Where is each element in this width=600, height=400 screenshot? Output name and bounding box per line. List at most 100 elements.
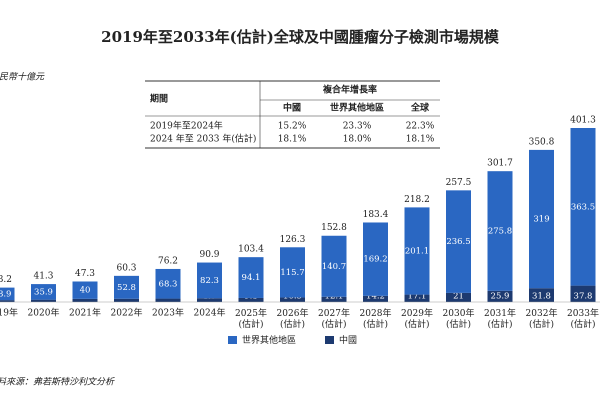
bar-segment [446,292,471,302]
x-tick-label: 2028年(估計) [360,307,392,330]
bar-segment [487,171,513,291]
bar-segment [114,275,139,299]
bar-segment [155,298,181,302]
value-label: 25.9 [491,292,510,302]
total-label: 60.3 [116,263,136,273]
total-label: 401.3 [570,116,596,126]
value-label: 52.8 [117,283,136,293]
bar-segment [529,149,554,289]
legend-label: 中國 [339,334,357,346]
bar-segment [72,281,98,299]
x-tick-label: 2027年(估計) [318,307,350,330]
total-label: 301.7 [487,159,513,169]
value-label: 169.2 [363,255,387,265]
bar-segment [238,257,264,298]
bar-segment [155,268,181,299]
value-label: 37.8 [574,292,593,302]
value-label: 40 [80,286,91,296]
bar-segment [238,297,264,302]
legend-label: 世界其他地區 [242,334,296,346]
legend-swatch [325,336,334,344]
total-label: 33.2 [0,275,12,285]
bar-segment [0,300,15,302]
source: 資料來源：弗若斯特沙利文分析 [0,377,115,388]
x-tick-label: 2030年(估計) [443,307,475,330]
bar-segment [570,128,596,286]
value-label: 82.3 [200,276,219,286]
bar-segment [363,295,388,302]
table-cell: 2024 年至 2033 年(估計) [150,133,256,145]
cagr-table: 期間 複合年增長率 中國 世界其他地區 全球 [145,80,440,149]
chart-title: 2019年至2033年(估計)全球及中國腫瘤分子檢測市場規模 [101,28,500,46]
value-label: 115.7 [280,268,304,278]
bar-segment [404,294,430,302]
x-tick-label: 2024年 [194,307,226,319]
total-label: 218.2 [404,195,430,205]
bar-segment [280,297,305,302]
table-header: 世界其他地區 [330,102,384,114]
value-label: 201.1 [405,246,429,256]
bar-segment [197,298,222,302]
table-header: 中國 [283,102,301,114]
total-label: 350.8 [529,137,555,147]
bar-segment [487,290,513,302]
x-tick-label: 2021年 [69,307,101,319]
table-cell: 23.3% [343,122,372,132]
bar-segment [280,247,305,298]
bar-segment [0,287,15,301]
x-tick-label: 2025年(估計) [235,307,267,330]
total-label: 126.3 [280,235,306,245]
value-label: 68.3 [159,279,178,289]
table-header: 複合年增長率 [322,84,377,96]
bar-segment [72,298,98,302]
x-tick-label: 2019年 [0,307,18,319]
bar-segment [321,235,347,297]
total-label: 76.2 [158,256,178,266]
total-label: 152.8 [321,223,347,233]
value-label: 275.8 [488,226,512,236]
bar-segment [446,190,471,293]
table-cell: 18.1% [406,135,435,145]
value-label: 14.2 [366,292,385,302]
legend-swatch [228,336,237,344]
bar-segment [363,222,388,296]
value-label: 28.9 [0,289,11,299]
value-label: 236.5 [446,237,470,247]
value-label: 140.7 [322,262,346,272]
total-label: 47.3 [75,269,95,279]
value-label: 21 [453,292,464,302]
value-label: 94.1 [242,273,261,283]
bar-segment [321,296,347,302]
bar-segment [31,299,56,302]
x-tick-label: 2032年(估計) [526,307,558,330]
table-cell: 2019年至2024年 [150,120,223,132]
value-label: 363.5 [571,202,595,212]
total-label: 183.4 [363,210,389,220]
table-header: 全球 [410,102,430,114]
total-label: 90.9 [199,250,219,260]
bar-segment [529,288,554,302]
total-label: 257.5 [446,178,472,188]
value-label: 31.8 [532,292,551,302]
table-header: 期間 [150,93,168,105]
table-cell: 22.3% [406,122,435,132]
total-label: 103.4 [238,245,264,255]
bar-segment [197,262,222,299]
table-cell: 15.2% [278,122,307,132]
table-cell: 18.0% [343,135,372,145]
table-cell: 18.1% [278,135,307,145]
value-label: 319 [533,215,549,225]
x-tick-label: 2020年 [28,307,60,319]
bar-segment [570,285,596,302]
x-tick-label: 2022年 [111,307,143,319]
bar-segment [31,284,56,300]
total-label: 41.3 [33,272,53,282]
x-tick-label: 2029年(估計) [401,307,433,330]
value-label: 35.9 [34,287,53,297]
unit-label: 人民幣十億元 [0,72,45,83]
x-tick-label: 2031年(估計) [484,307,516,330]
x-tick-label: 2033年(估計) [567,307,599,330]
value-label: 17.1 [408,292,427,302]
x-tick-label: 2026年(估計) [277,307,309,330]
